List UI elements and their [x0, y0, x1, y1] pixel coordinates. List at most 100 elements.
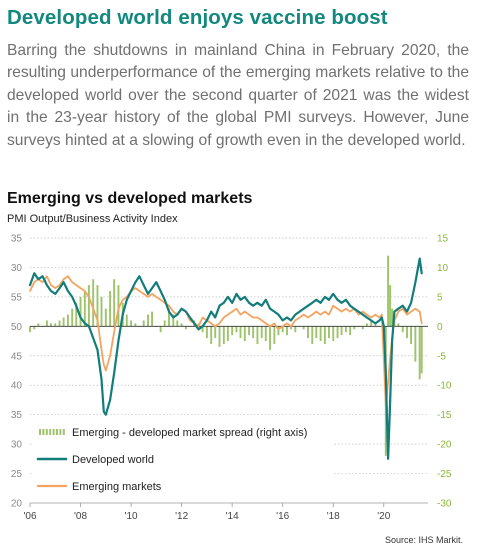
- developed-world-line: [28, 257, 423, 460]
- spread-bar: [54, 323, 57, 327]
- spread-bar: [100, 296, 103, 327]
- chart-title: Emerging vs developed markets: [7, 190, 253, 207]
- spread-bar: [389, 285, 392, 327]
- spread-bar: [307, 326, 309, 339]
- spread-bar: [184, 326, 187, 330]
- y-tick-label: 50: [11, 322, 23, 333]
- spread-bar: [210, 326, 213, 344]
- spread-bar: [387, 255, 390, 327]
- spread-bar: [58, 320, 61, 327]
- spread-bar: [315, 326, 318, 339]
- spread-bar: [117, 285, 120, 327]
- spread-bar: [264, 326, 267, 342]
- spread-bar: [294, 326, 297, 333]
- spread-bar: [235, 326, 238, 333]
- y2-tick-label: -15: [437, 410, 452, 421]
- y-tick-label: 35: [11, 234, 23, 245]
- y-tick-label: 20: [11, 499, 23, 510]
- spread-bar: [113, 279, 116, 327]
- legend-swatch-bar: [56, 429, 58, 435]
- spread-bar: [353, 326, 356, 330]
- spread-bar: [231, 326, 234, 336]
- y2-tick-label: -5: [437, 351, 446, 362]
- spread-bar: [323, 326, 326, 344]
- spread-bar: [365, 323, 368, 327]
- y-tick-label: 30: [11, 440, 23, 451]
- x-tick-label: '06: [23, 511, 36, 522]
- spread-bar: [134, 323, 137, 327]
- spread-bar: [269, 326, 272, 350]
- spread-bar: [332, 326, 335, 342]
- spread-bar: [281, 326, 284, 333]
- spread-bar: [290, 326, 292, 330]
- spread-bar: [277, 326, 280, 336]
- y-axis-label: PMI Output/Business Activity Index: [7, 213, 178, 225]
- spread-bar: [104, 308, 107, 327]
- spread-bar: [151, 311, 154, 327]
- spread-bar: [414, 326, 417, 362]
- y2-tick-label: 10: [437, 263, 449, 274]
- spread-bar: [37, 323, 40, 327]
- legend-spread-label: Emerging - developed market spread (righ…: [72, 427, 307, 439]
- spread-bar: [176, 320, 179, 327]
- spread-bar: [410, 326, 413, 344]
- spread-bar: [218, 326, 221, 347]
- legend-developed-label: Developed world: [72, 454, 154, 466]
- spread-bar: [87, 285, 90, 327]
- spread-bar: [79, 296, 82, 327]
- spread-bar: [239, 326, 242, 339]
- spread-bar: [397, 323, 400, 327]
- spread-bar: [214, 326, 217, 339]
- spread-bar: [336, 326, 339, 339]
- spread-bar: [92, 279, 95, 327]
- legend-swatch-bar: [39, 429, 41, 435]
- spread-bar: [33, 326, 36, 330]
- spread-bar: [172, 314, 175, 327]
- source-note: Source: IHS Markit.: [384, 535, 463, 545]
- x-tick-label: '08: [74, 511, 87, 522]
- spread-bar: [243, 326, 246, 342]
- y-tick-label: 35: [11, 410, 23, 421]
- spread-bar: [406, 326, 408, 339]
- y2-tick-label: -20: [437, 440, 452, 451]
- y-tick-label: 40: [11, 381, 23, 392]
- spread-bar: [302, 326, 305, 330]
- spread-bar: [29, 326, 31, 333]
- legend-swatch-bar: [59, 429, 62, 435]
- y-tick-label: 55: [11, 292, 23, 303]
- spread-bar: [370, 320, 373, 327]
- spread-bar: [401, 326, 404, 333]
- x-tick-label: '10: [125, 511, 138, 522]
- spread-bar: [66, 314, 69, 327]
- legend: Emerging - developed market spread (righ…: [33, 418, 333, 498]
- spread-bar: [344, 326, 347, 333]
- y-tick-label: 25: [11, 469, 23, 480]
- y-tick-label: 30: [11, 263, 23, 274]
- y2-tick-label: -30: [437, 499, 452, 510]
- spread-bar: [83, 291, 86, 327]
- spread-bar: [286, 326, 288, 336]
- line-series: [28, 257, 423, 460]
- spread-bar: [71, 308, 74, 327]
- spread-bar: [256, 326, 259, 344]
- y2-tick-label: -25: [437, 469, 452, 480]
- intro-paragraph: Barring the shutdowns in mainland China …: [7, 42, 469, 149]
- x-tick-label: '18: [327, 511, 340, 522]
- spread-bar: [45, 320, 48, 327]
- spread-bar: [340, 326, 343, 336]
- legend-emerging-label: Emerging markets: [72, 481, 162, 493]
- spread-bar: [163, 320, 166, 327]
- spread-bar: [226, 326, 229, 342]
- x-tick-label: '20: [377, 511, 390, 522]
- spread-bar: [168, 308, 170, 327]
- legend-swatch-bar: [62, 429, 65, 435]
- spread-bar: [96, 285, 99, 327]
- spread-bar: [420, 326, 423, 374]
- spread-bar: [252, 326, 255, 339]
- spread-bar: [180, 323, 183, 327]
- legend-swatch-bar: [52, 429, 55, 435]
- x-tick-label: '16: [276, 511, 289, 522]
- y-tick-label: 45: [11, 351, 23, 362]
